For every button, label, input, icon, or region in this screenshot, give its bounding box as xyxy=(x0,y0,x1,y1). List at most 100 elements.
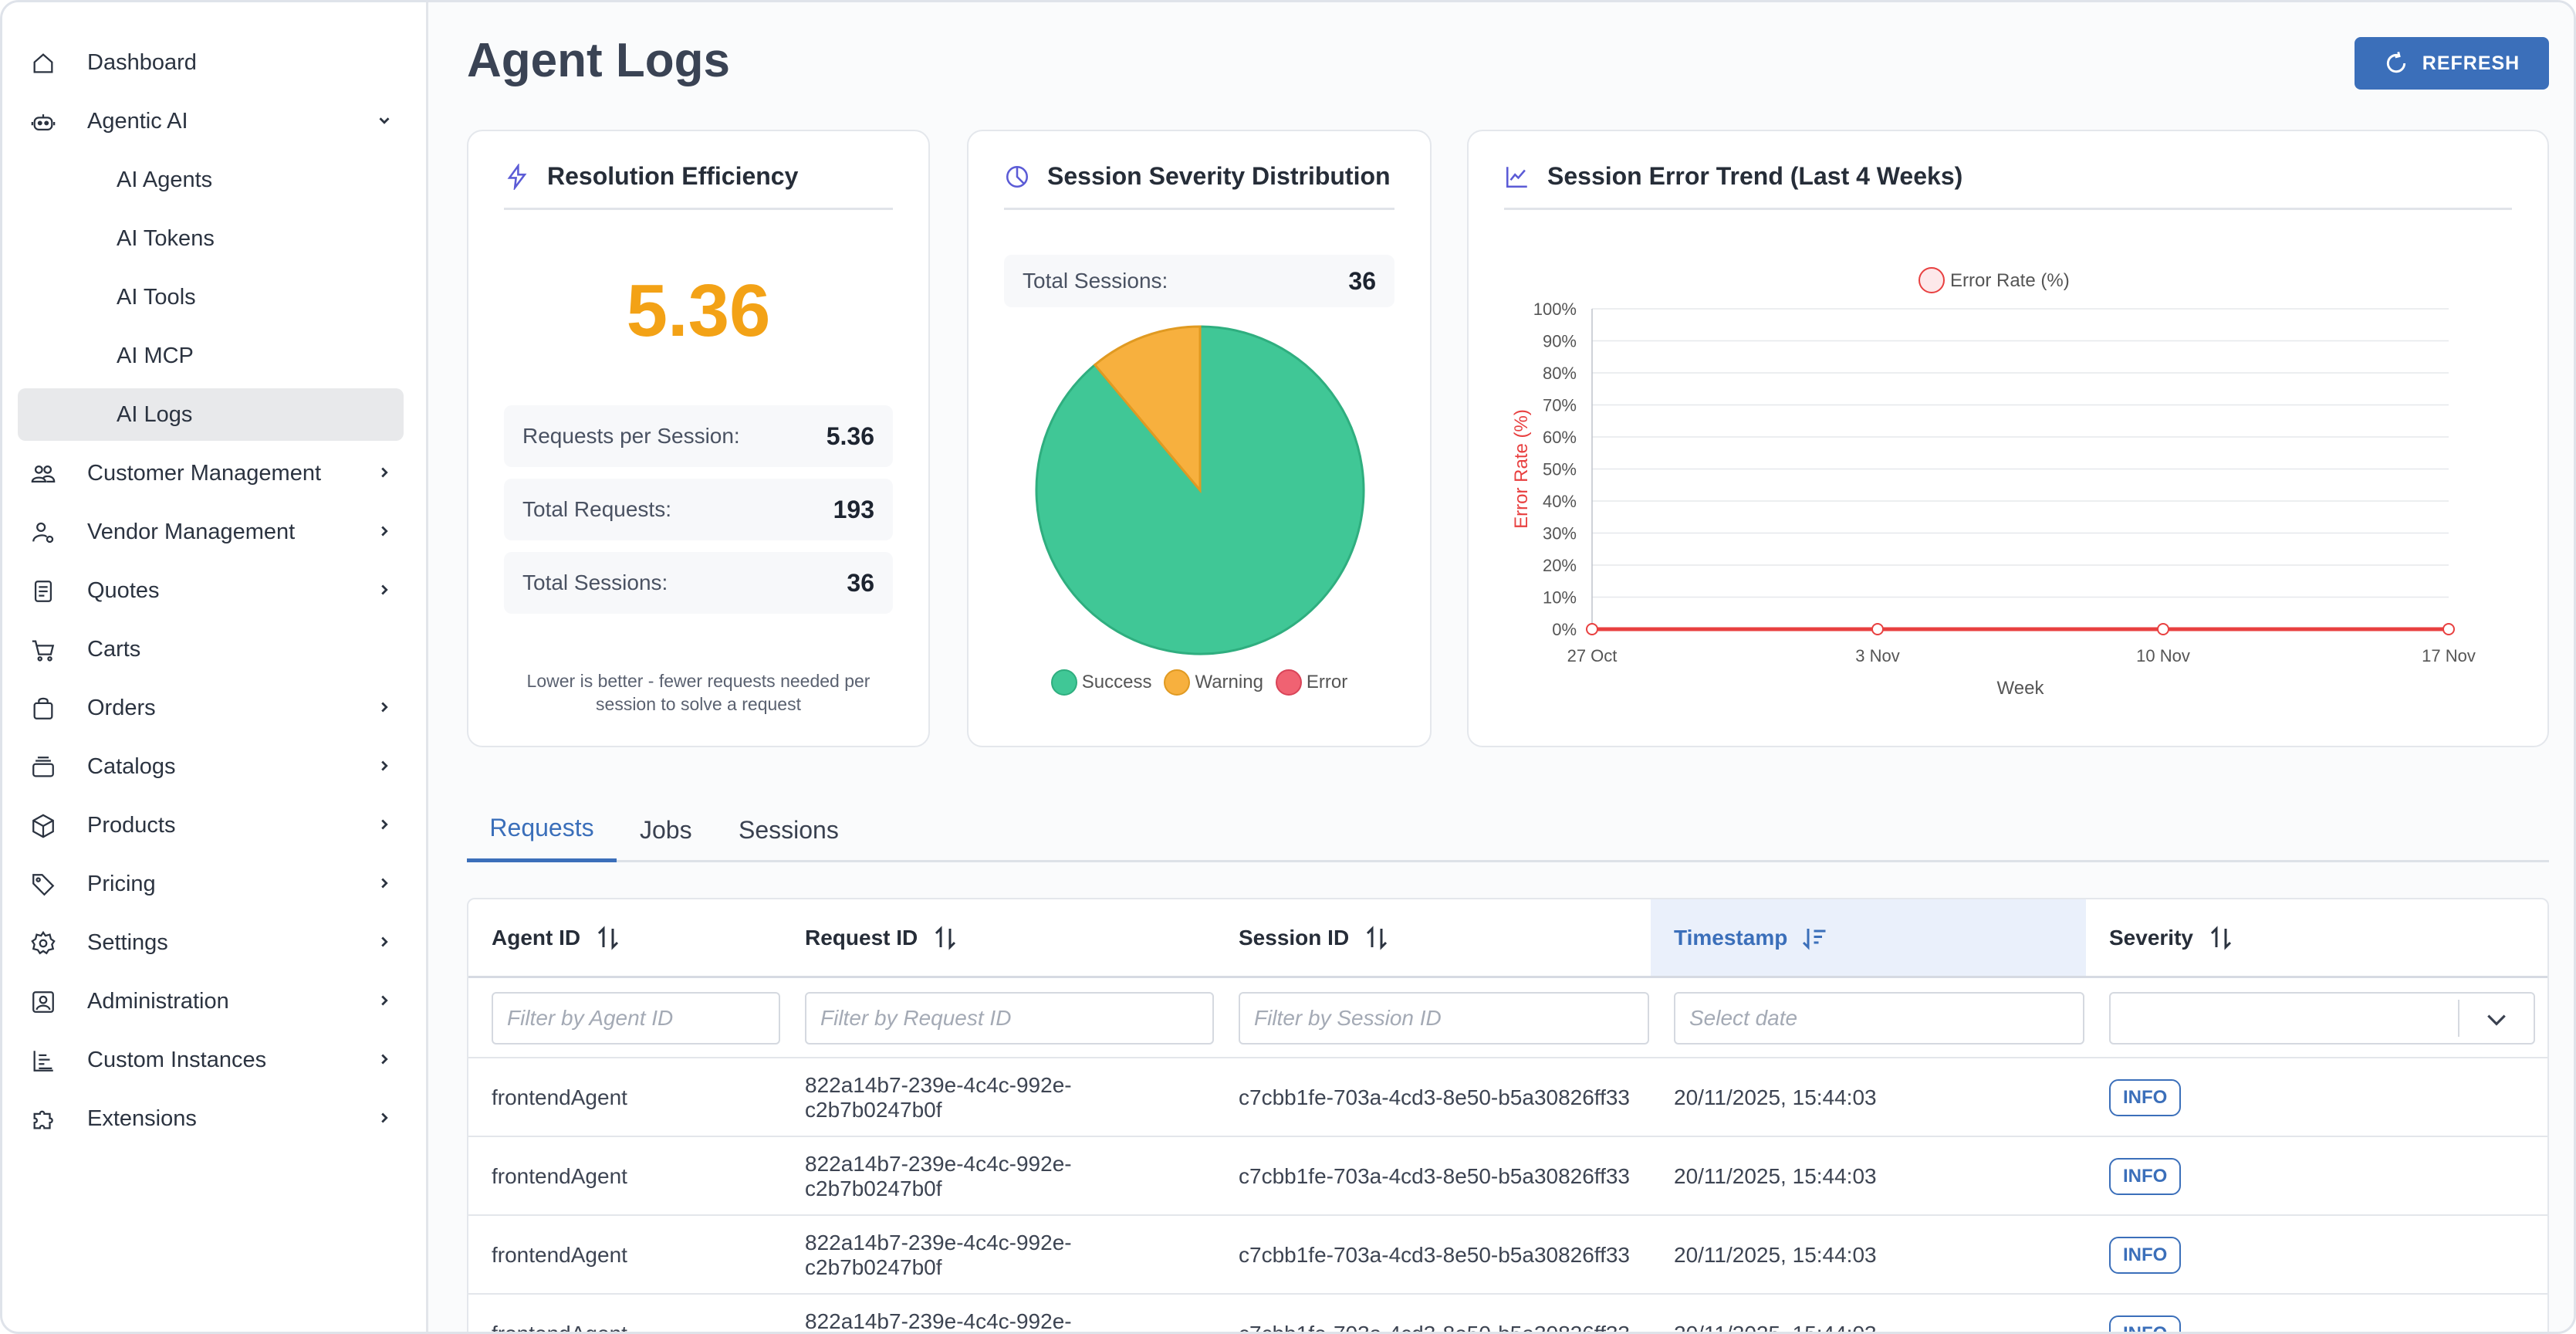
cell-session-id: c7cbb1fe-703a-4cd3-8e50-b5a30826ff33 xyxy=(1239,1164,1631,1188)
data-point[interactable] xyxy=(1586,623,1598,635)
card-title: Session Severity Distribution xyxy=(1047,162,1391,190)
page-title: Agent Logs xyxy=(467,34,730,87)
stat-label: Total Sessions: xyxy=(1023,269,1168,293)
sidebar-item-custom-instances[interactable]: Custom Instances xyxy=(18,1034,404,1086)
sidebar-item-ai-agents[interactable]: AI Agents xyxy=(18,154,404,206)
severity-badge: INFO xyxy=(2109,1158,2182,1195)
y-tick-label: 60% xyxy=(1543,428,1577,447)
sidebar-item-extensions[interactable]: Extensions xyxy=(18,1092,404,1145)
chevron-right-icon xyxy=(376,1051,393,1068)
sort-icon[interactable] xyxy=(1363,924,1391,952)
sidebar-item-carts[interactable]: Carts xyxy=(18,623,404,675)
refresh-button[interactable]: REFRESH xyxy=(2355,37,2549,90)
sidebar-item-label: AI Tokens xyxy=(117,225,215,251)
table-row[interactable]: frontendAgent 822a14b7-239e-4c4c-992e-c2… xyxy=(468,1293,2547,1332)
tag-icon xyxy=(30,872,56,898)
box-icon xyxy=(30,813,56,839)
table-row[interactable]: frontendAgent 822a14b7-239e-4c4c-992e-c2… xyxy=(468,1214,2547,1293)
vendor-icon xyxy=(30,520,56,546)
sidebar-item-quotes[interactable]: Quotes xyxy=(18,564,404,617)
total-sessions-row: Total Sessions: 36 xyxy=(1004,255,1394,307)
sidebar-item-ai-mcp[interactable]: AI MCP xyxy=(18,330,404,382)
chevron-right-icon xyxy=(376,581,393,598)
cell-agent-id: frontendAgent xyxy=(492,1164,627,1188)
sort-icon[interactable] xyxy=(2207,924,2235,952)
pie-slice-warning[interactable] xyxy=(1093,325,1202,494)
card-title: Resolution Efficiency xyxy=(547,162,799,190)
puzzle-icon xyxy=(30,1106,56,1133)
date-filter-input[interactable] xyxy=(1674,992,2084,1045)
severity-badge: INFO xyxy=(2109,1079,2182,1116)
card-title: Session Error Trend (Last 4 Weeks) xyxy=(1547,162,1963,190)
sidebar-item-settings[interactable]: Settings xyxy=(18,916,404,969)
column-header-severity[interactable]: Severity xyxy=(2086,899,2547,978)
sidebar-item-customer-management[interactable]: Customer Management xyxy=(18,447,404,499)
cell-session-id: c7cbb1fe-703a-4cd3-8e50-b5a30826ff33 xyxy=(1239,1085,1631,1109)
request-id-filter-input[interactable] xyxy=(805,992,1214,1045)
column-header-agent-id[interactable]: Agent ID xyxy=(468,899,782,978)
stat-label: Requests per Session: xyxy=(522,424,740,448)
session-id-filter-input[interactable] xyxy=(1239,992,1649,1045)
legend-label: Success xyxy=(1081,672,1152,692)
column-header-timestamp[interactable]: Timestamp xyxy=(1651,899,2086,978)
legend-item-warning[interactable]: Warning xyxy=(1164,669,1263,696)
tab-sessions[interactable]: Sessions xyxy=(739,815,839,844)
y-tick-label: 10% xyxy=(1543,588,1577,608)
stat-row: Total Sessions: 36 xyxy=(504,552,893,614)
legend-item-success[interactable]: Success xyxy=(1050,669,1152,696)
sidebar-item-catalogs[interactable]: Catalogs xyxy=(18,740,404,793)
table-row[interactable]: frontendAgent 822a14b7-239e-4c4c-992e-c2… xyxy=(468,1057,2547,1136)
sidebar-item-agentic-ai[interactable]: Agentic AI xyxy=(18,95,404,147)
sidebar-item-label: AI MCP xyxy=(117,343,194,368)
data-point[interactable] xyxy=(1871,623,1884,635)
column-header-request-id[interactable]: Request ID xyxy=(782,899,1215,978)
severity-badge: INFO xyxy=(2109,1237,2182,1274)
card-header: Session Severity Distribution xyxy=(1004,162,1394,210)
chevron-down-icon xyxy=(2487,1014,2506,1026)
legend-item-error[interactable]: Error xyxy=(1275,669,1347,696)
sort-icon[interactable] xyxy=(594,924,622,952)
sidebar-item-ai-tools[interactable]: AI Tools xyxy=(18,271,404,323)
efficiency-value: 5.36 xyxy=(626,269,771,352)
data-point[interactable] xyxy=(2157,623,2169,635)
sidebar-item-orders[interactable]: Orders xyxy=(18,682,404,734)
sidebar-item-vendor-management[interactable]: Vendor Management xyxy=(18,506,404,558)
sort-descending-icon[interactable] xyxy=(1801,924,1829,952)
sidebar-item-products[interactable]: Products xyxy=(18,799,404,852)
x-tick-label: 3 Nov xyxy=(1855,646,1899,665)
y-tick-label: 20% xyxy=(1543,556,1577,575)
line-legend[interactable]: Error Rate (%) xyxy=(1918,267,2070,293)
sidebar-item-label: AI Logs xyxy=(117,401,193,427)
agent-id-filter-input[interactable] xyxy=(492,992,780,1045)
sidebar-item-dashboard[interactable]: Dashboard xyxy=(18,36,404,89)
y-tick-label: 50% xyxy=(1543,460,1577,479)
legend-label: Warning xyxy=(1195,672,1263,692)
cell-agent-id: frontendAgent xyxy=(492,1085,627,1109)
severity-filter-select[interactable] xyxy=(2109,992,2535,1045)
sidebar-item-label: Extensions xyxy=(87,1105,197,1131)
tab-jobs[interactable]: Jobs xyxy=(640,815,692,844)
table-row[interactable]: frontendAgent 822a14b7-239e-4c4c-992e-c2… xyxy=(468,1136,2547,1214)
sidebar-item-ai-tokens[interactable]: AI Tokens xyxy=(18,212,404,265)
sidebar-item-label: Custom Instances xyxy=(87,1047,267,1072)
cart-icon xyxy=(30,637,56,663)
sort-icon[interactable] xyxy=(931,924,959,952)
sidebar-item-label: Customer Management xyxy=(87,460,322,486)
stat-value: 36 xyxy=(847,568,874,597)
chevron-right-icon xyxy=(376,464,393,481)
column-label: Severity xyxy=(2109,925,2193,950)
y-tick-label: 80% xyxy=(1543,364,1577,383)
sidebar-item-administration[interactable]: Administration xyxy=(18,975,404,1028)
sidebar-item-ai-logs[interactable]: AI Logs xyxy=(18,388,404,441)
select-divider xyxy=(2458,1000,2459,1037)
tab-requests[interactable]: Requests xyxy=(467,797,617,862)
sidebar-item-pricing[interactable]: Pricing xyxy=(18,858,404,910)
cell-request-id: 822a14b7-239e-4c4c-992e-c2b7b0247b0f xyxy=(805,1231,1072,1279)
lightning-icon xyxy=(507,164,527,190)
column-header-session-id[interactable]: Session ID xyxy=(1215,899,1651,978)
cell-timestamp: 20/11/2025, 15:44:03 xyxy=(1674,1243,1877,1267)
document-icon xyxy=(30,578,56,604)
y-axis-label: Error Rate (%) xyxy=(1511,409,1532,529)
stat-value: 36 xyxy=(1348,266,1376,295)
data-point[interactable] xyxy=(2442,623,2455,635)
